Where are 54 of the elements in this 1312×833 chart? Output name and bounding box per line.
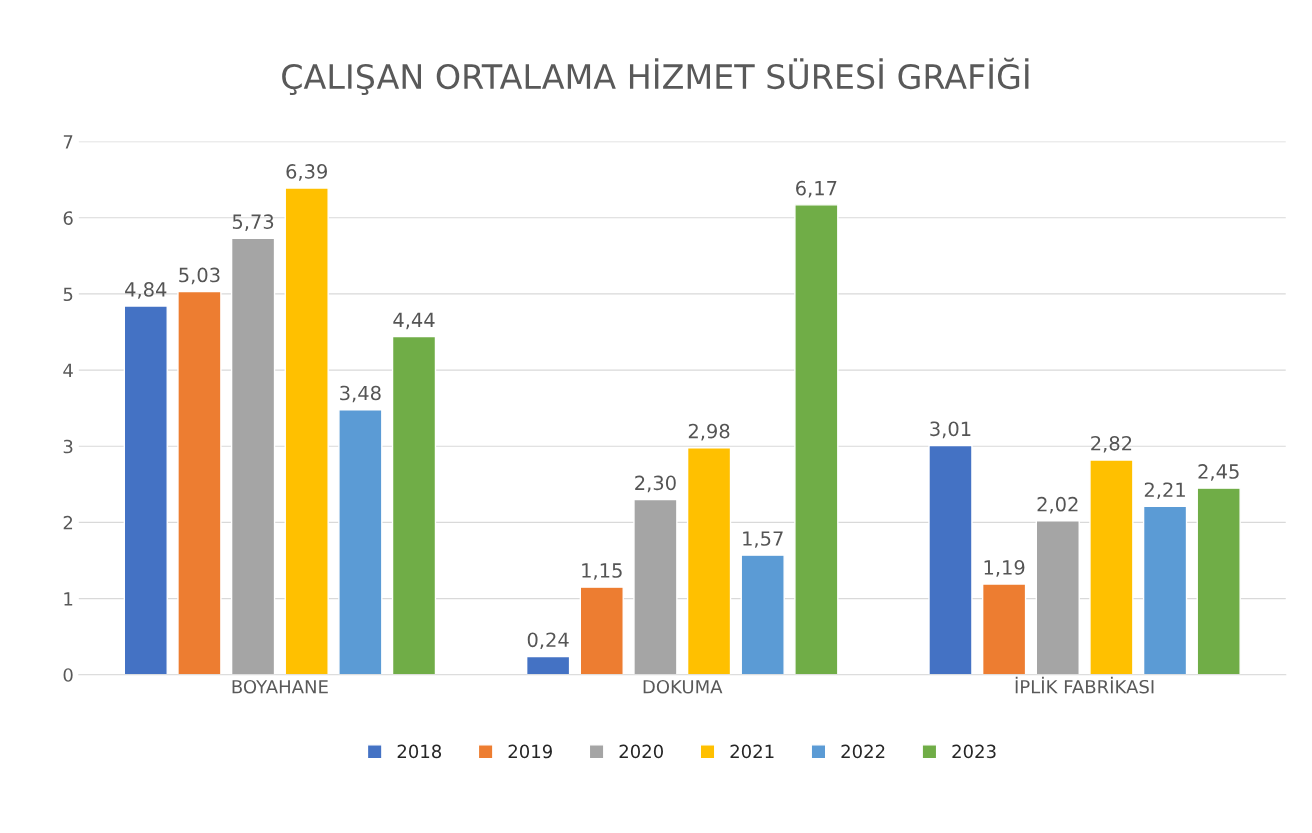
- legend-label: 2021: [730, 744, 774, 759]
- bar: [525, 655, 571, 675]
- data-label: 2,45: [1198, 464, 1239, 481]
- bar: [981, 583, 1027, 675]
- bar: [284, 187, 329, 675]
- data-label: 2,21: [1144, 482, 1185, 500]
- legend-label: 2019: [508, 744, 552, 759]
- data-label: 2,98: [688, 423, 730, 441]
- data-label: 1,19: [984, 560, 1025, 577]
- data-label: 2,02: [1037, 496, 1078, 514]
- data-label: 3,48: [340, 385, 381, 403]
- y-tick-label: 2: [63, 515, 73, 530]
- bar: [686, 447, 732, 675]
- chart-title: ÇALIŞAN ORTALAMA HİZMET SÜRESİ GRAFİĞİ: [282, 57, 1029, 96]
- legend-label: 2020: [619, 744, 663, 759]
- legend-label: 2022: [841, 744, 885, 759]
- bar: [1142, 505, 1188, 675]
- x-tick-label: BOYAHANE: [232, 679, 328, 694]
- bar: [123, 305, 168, 675]
- y-tick-label: 3: [63, 439, 73, 454]
- y-tick-label: 0: [63, 668, 73, 682]
- bar: [633, 498, 678, 675]
- data-label: 1,57: [743, 531, 783, 548]
- data-label: 0,24: [527, 632, 569, 650]
- bar: [1035, 520, 1080, 675]
- data-label: 4,44: [393, 312, 435, 330]
- data-label: 1,15: [582, 563, 622, 580]
- legend-label: 2018: [397, 744, 442, 759]
- bar: [794, 204, 839, 675]
- bar: [579, 586, 624, 675]
- data-label: 2,82: [1091, 435, 1132, 453]
- bar: [338, 408, 383, 675]
- data-label: 2,30: [635, 475, 676, 493]
- x-tick-label: İPLİK FABRİKASI: [1015, 676, 1154, 694]
- data-label: 6,39: [286, 164, 327, 181]
- legend-label: 2023: [952, 744, 996, 759]
- data-label: 4,84: [125, 282, 167, 299]
- data-label: 3,01: [930, 421, 971, 439]
- x-tick-label: DOKUMA: [643, 679, 723, 694]
- y-tick-label: 6: [63, 211, 73, 225]
- data-label: 6,17: [796, 180, 837, 198]
- y-tick-label: 7: [63, 135, 73, 149]
- bar: [1196, 487, 1241, 675]
- y-tick-label: 1: [64, 592, 73, 606]
- bar: [391, 335, 437, 675]
- data-label: 5,73: [232, 214, 274, 231]
- bar: [1089, 459, 1134, 675]
- y-tick-label: 4: [63, 363, 73, 377]
- bar: [230, 237, 276, 675]
- data-label: 5,03: [179, 267, 220, 285]
- y-tick-label: 5: [63, 287, 73, 302]
- bar: [740, 554, 785, 675]
- bar: [177, 290, 222, 675]
- bar: [928, 444, 973, 675]
